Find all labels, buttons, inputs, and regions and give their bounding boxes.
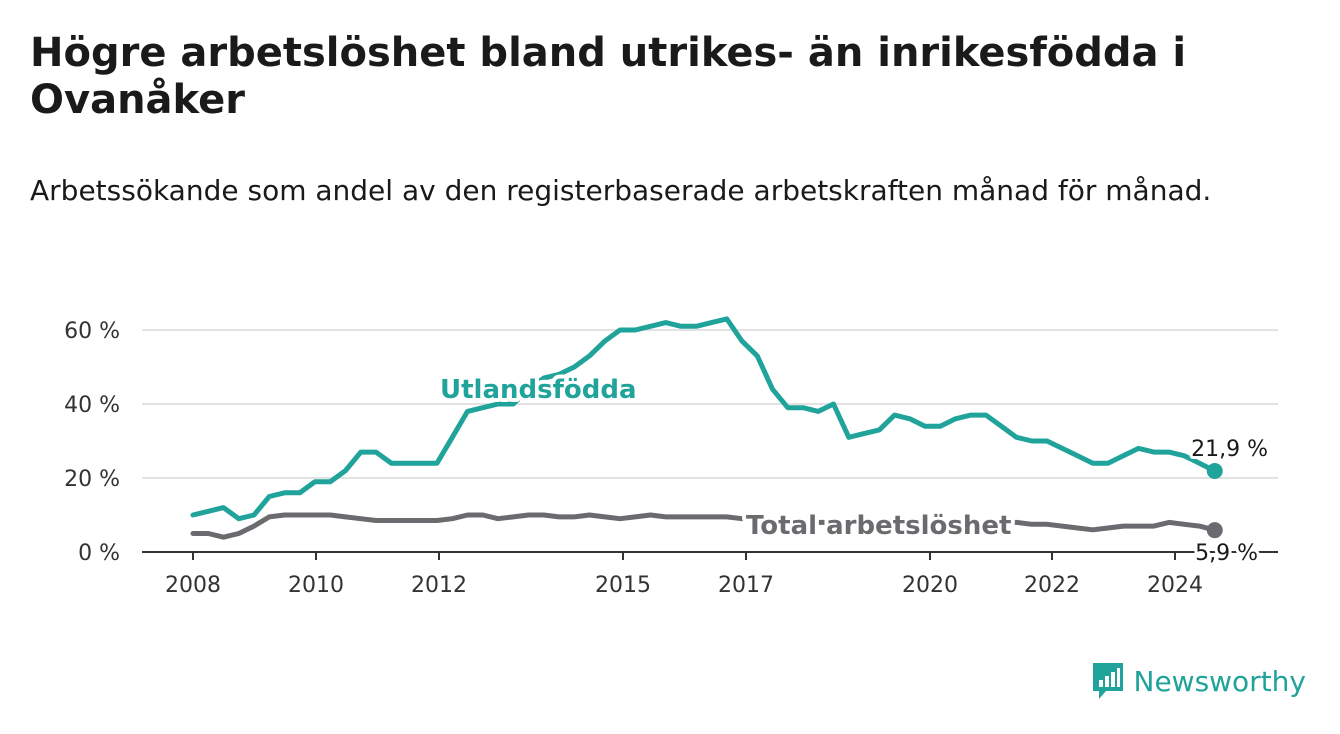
newsworthy-brand: Newsworthy: [1090, 660, 1307, 702]
series-line-utlandsfodda: [190, 316, 1218, 522]
series-labels: Utlandsfödda Total arbetslöshet 21,9 % 5,9 …: [436, 371, 1271, 569]
series-end-point: [1206, 462, 1223, 479]
series-name-label: Total arbetslöshet: [746, 511, 1011, 541]
x-tick-label: 2015: [595, 573, 651, 598]
x-tick-label: 2022: [1024, 573, 1080, 598]
x-tick-label: 2008: [165, 573, 221, 598]
chart-title: Högre arbetslöshet bland utrikes- än inr…: [30, 30, 1187, 123]
newsworthy-logo-icon: [1092, 663, 1123, 699]
series-lines: [190, 316, 1223, 540]
series-line-total: [190, 512, 1218, 540]
y-tick-label: 0 %: [78, 541, 120, 566]
series-end-point: [1206, 522, 1223, 539]
y-tick-label: 40 %: [64, 393, 120, 418]
x-tick-label: 2020: [902, 573, 958, 598]
y-axis-ticks: 0 % 20 % 40 % 60 %: [64, 319, 120, 566]
brand-name: Newsworthy: [1133, 664, 1307, 698]
y-tick-label: 60 %: [64, 319, 120, 344]
series-name-label: Utlandsfödda: [440, 375, 637, 405]
x-tick-label: 2012: [411, 573, 467, 598]
x-tick-label: 2017: [718, 573, 774, 598]
x-axis-ticks: 2008 2010 2012 2015 2017 2020 2022 2024: [165, 552, 1203, 598]
series-end-value-label: 5,9 %: [1195, 541, 1258, 566]
series-end-value-label: 21,9 %: [1191, 437, 1268, 462]
chart-subtitle: Arbetssökande som andel av den registerb…: [30, 174, 1212, 207]
x-tick-label: 2010: [288, 573, 344, 598]
x-tick-label: 2024: [1147, 573, 1203, 598]
y-tick-label: 20 %: [64, 467, 120, 492]
